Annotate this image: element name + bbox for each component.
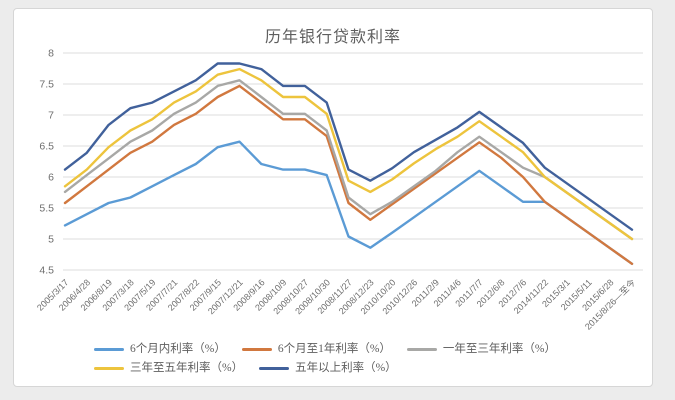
legend-swatch — [93, 366, 124, 370]
legend-label: 三年至五年利率（%） — [129, 362, 244, 374]
series-line-2 — [63, 79, 634, 241]
legend-swatch — [241, 347, 272, 351]
y-tick-label: 7 — [48, 110, 54, 122]
legend-block: 6个月内利率（%） 6个月至1年利率（%） 一年至三年利率（%） 三年至五年利率（%）… — [93, 342, 572, 380]
legend-item: 6个月至1年利率（%） — [241, 342, 391, 356]
legend-swatch — [406, 347, 437, 351]
legend-swatch — [259, 366, 290, 370]
series-line-0 — [63, 140, 634, 266]
legend-swatch — [93, 347, 124, 351]
series-line-1 — [63, 84, 634, 266]
chart-legend: 6个月内利率（%） 6个月至1年利率（%） 一年至三年利率（%） 三年至五年利率（%）… — [14, 342, 652, 380]
y-tick-label: 7.5 — [39, 79, 54, 91]
series-line-4 — [63, 62, 634, 231]
y-tick-label: 6.5 — [39, 141, 54, 153]
y-tick-label: 5.5 — [39, 203, 54, 215]
chart-title: 历年银行贷款利率 — [264, 29, 401, 46]
legend-row: 6个月内利率（%） 6个月至1年利率（%） 一年至三年利率（%） — [93, 342, 572, 356]
legend-item: 三年至五年利率（%） — [93, 361, 244, 375]
legend-item: 一年至三年利率（%） — [406, 342, 557, 356]
legend-label: 6个月内利率（%） — [129, 343, 226, 355]
legend-item: 五年以上利率（%） — [259, 361, 397, 375]
legend-row: 三年至五年利率（%） 五年以上利率（%） — [93, 361, 572, 375]
legend-item: 6个月内利率（%） — [93, 342, 226, 356]
legend-label: 6个月至1年利率（%） — [277, 343, 391, 355]
y-tick-label: 5 — [48, 234, 54, 246]
series-line-3 — [63, 67, 634, 241]
line-chart-plot-area: 87.576.565.554.52005/3/172006/4/282006/8… — [35, 48, 643, 332]
legend-label: 五年以上利率（%） — [295, 362, 397, 374]
chart-card: 历年银行贷款利率 8 7.5 7 6.5 6 5.5 5 4.5 2005/3/17 2006/4… — [13, 8, 653, 387]
y-tick-label: 4.5 — [39, 265, 54, 277]
y-tick-label: 8 — [48, 48, 54, 60]
legend-label: 一年至三年利率（%） — [442, 343, 557, 355]
y-tick-label: 6 — [48, 172, 54, 184]
